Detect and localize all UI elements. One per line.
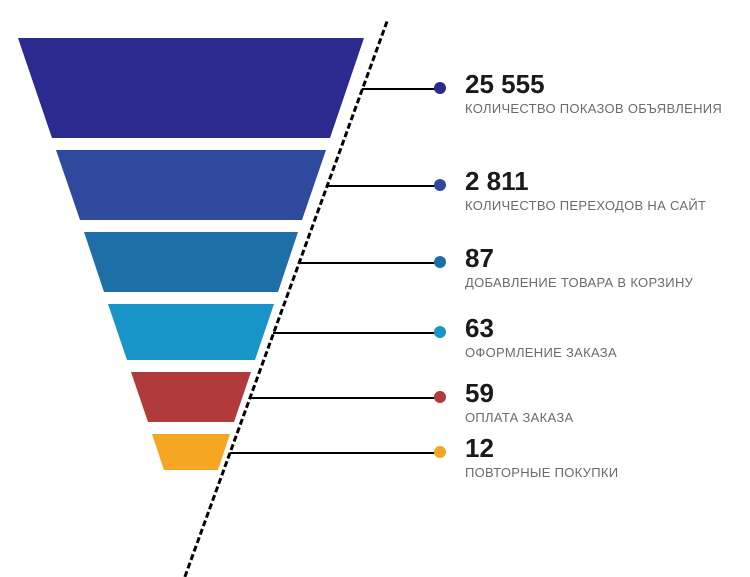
stage-label: 2 811 КОЛИЧЕСТВО ПЕРЕХОДОВ НА САЙТ [465, 167, 745, 213]
leader-dot [434, 326, 446, 338]
stage-label: 63 ОФОРМЛЕНИЕ ЗАКАЗА [465, 314, 745, 360]
stage-desc: ПОВТОРНЫЕ ПОКУПКИ [465, 465, 745, 480]
funnel-slice [131, 372, 251, 422]
leader-dot [434, 256, 446, 268]
stage-label: 87 ДОБАВЛЕНИЕ ТОВАРА В КОРЗИНУ [465, 244, 745, 290]
stage-label: 59 ОПЛАТА ЗАКАЗА [465, 379, 745, 425]
stage-value: 87 [465, 244, 745, 273]
leader-line [273, 332, 440, 334]
stage-value: 2 811 [465, 167, 745, 196]
leader-dot [434, 446, 446, 458]
funnel-slice [152, 434, 230, 470]
leader-line [299, 262, 440, 264]
stage-label: 12 ПОВТОРНЫЕ ПОКУПКИ [465, 434, 745, 480]
leader-dot [434, 391, 446, 403]
leader-line [230, 452, 440, 454]
stage-desc: КОЛИЧЕСТВО ПЕРЕХОДОВ НА САЙТ [465, 198, 745, 213]
stage-desc: ОПЛАТА ЗАКАЗА [465, 410, 745, 425]
stage-desc: ДОБАВЛЕНИЕ ТОВАРА В КОРЗИНУ [465, 275, 745, 290]
leader-dot [434, 82, 446, 94]
stage-value: 63 [465, 314, 745, 343]
leader-line [250, 397, 440, 399]
leader-line [362, 88, 440, 90]
funnel-slice [84, 232, 298, 292]
stage-value: 12 [465, 434, 745, 463]
funnel-slice [56, 150, 326, 220]
leader-dot [434, 179, 446, 191]
funnel-chart: 25 555 КОЛИЧЕСТВО ПОКАЗОВ ОБЪЯВЛЕНИЯ 2 811… [0, 0, 750, 576]
stage-value: 25 555 [465, 70, 745, 99]
stage-desc: КОЛИЧЕСТВО ПОКАЗОВ ОБЪЯВЛЕНИЯ [465, 101, 745, 116]
stage-value: 59 [465, 379, 745, 408]
leader-line [327, 185, 440, 187]
funnel-slice [108, 304, 274, 360]
funnel-slice [18, 38, 364, 138]
stage-desc: ОФОРМЛЕНИЕ ЗАКАЗА [465, 345, 745, 360]
stage-label: 25 555 КОЛИЧЕСТВО ПОКАЗОВ ОБЪЯВЛЕНИЯ [465, 70, 745, 116]
